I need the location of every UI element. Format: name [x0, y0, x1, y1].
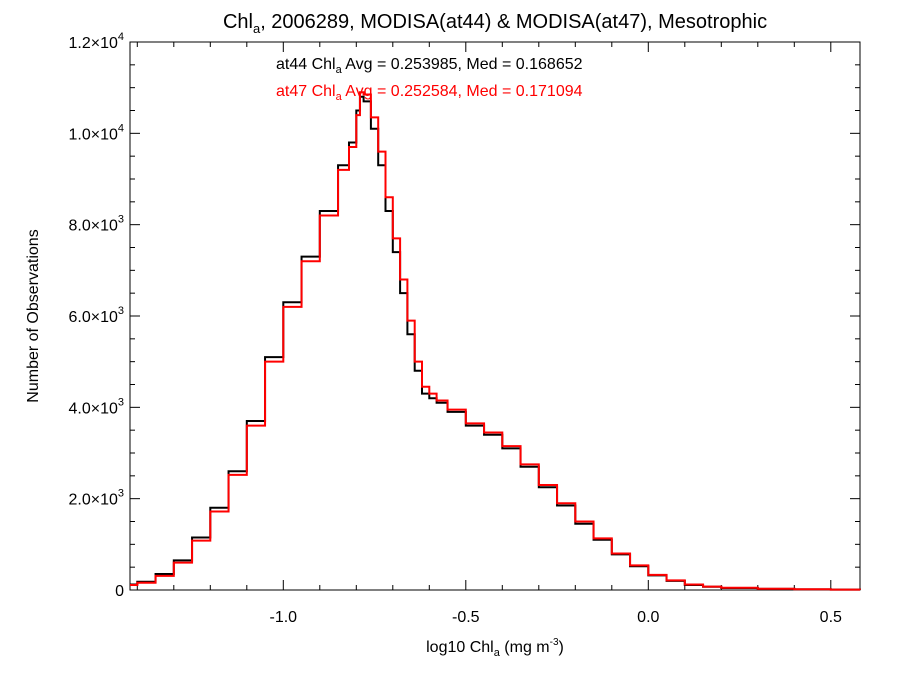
y-tick-label: 8.0×103 [68, 214, 124, 235]
y-tick-label: 0 [115, 583, 124, 600]
stats-annotations: at44 Chla Avg = 0.253985, Med = 0.168652… [276, 56, 583, 103]
y-tick-mantissa: 0 [115, 583, 124, 600]
x-axis: -1.0 -0.5 0.0 0.5 [136, 42, 842, 626]
y-tick-label: 2.0×103 [68, 488, 124, 509]
y-tick-mantissa: 4.0×10 [68, 400, 117, 417]
x-label-pre: log10 Chl [426, 639, 494, 656]
y-tick-exponent: 3 [118, 305, 124, 317]
y-tick-label: 6.0×103 [68, 305, 124, 326]
y-tick-label: 4.0×103 [68, 396, 124, 417]
y-tick-exponent: 4 [118, 31, 124, 43]
x-tick-label: -1.0 [270, 609, 298, 626]
chart-title-sub: a [253, 21, 261, 36]
y-axis-label: Number of Observations [25, 229, 42, 402]
y-tick-mantissa: 2.0×10 [68, 492, 117, 509]
y-tick-label: 1.2×104 [68, 31, 124, 52]
plot-frame [129, 41, 861, 591]
series-line-0 [130, 95, 861, 591]
x-label-tail: ) [559, 639, 564, 656]
x-tick-label: 0.5 [820, 609, 842, 626]
chart-title-pre: Chl [223, 11, 253, 33]
x-tick-label: -0.5 [452, 609, 480, 626]
annotation-pre: at47 Chl [276, 83, 336, 100]
x-label-post: (mg m [500, 639, 550, 656]
stats-annotation: at44 Chla Avg = 0.253985, Med = 0.168652 [276, 56, 583, 76]
chart-title-post: , 2006289, MODISA(at44) & MODISA(at47), … [260, 11, 767, 33]
y-axis: 02.0×1034.0×1036.0×1038.0×1031.0×1041.2×… [68, 31, 860, 600]
y-tick-mantissa: 6.0×10 [68, 309, 117, 326]
chart-title: Chla, 2006289, MODISA(at44) & MODISA(at4… [223, 11, 767, 36]
y-tick-exponent: 3 [118, 488, 124, 500]
y-tick-mantissa: 1.2×10 [68, 35, 117, 52]
annotation-post: Avg = 0.253985, Med = 0.168652 [342, 56, 583, 73]
y-tick-exponent: 4 [118, 122, 124, 134]
annotation-sub: a [336, 91, 343, 103]
annotation-post: Avg = 0.252584, Med = 0.171094 [342, 83, 583, 100]
series-layer [129, 91, 861, 591]
x-axis-label: log10 Chla (mg m-3) [426, 637, 564, 659]
series-line-1 [130, 91, 861, 591]
x-label-sub: a [494, 647, 501, 659]
annotation-sub: a [336, 64, 343, 76]
y-tick-mantissa: 1.0×10 [68, 126, 117, 143]
stats-annotation: at47 Chla Avg = 0.252584, Med = 0.171094 [276, 83, 583, 103]
y-tick-label: 1.0×104 [68, 122, 124, 143]
y-tick-exponent: 3 [118, 396, 124, 408]
x-tick-label: 0.0 [637, 609, 659, 626]
annotation-pre: at44 Chl [276, 56, 336, 73]
x-label-sup: -3 [550, 637, 559, 648]
y-tick-mantissa: 8.0×10 [68, 218, 117, 235]
y-tick-exponent: 3 [118, 214, 124, 226]
